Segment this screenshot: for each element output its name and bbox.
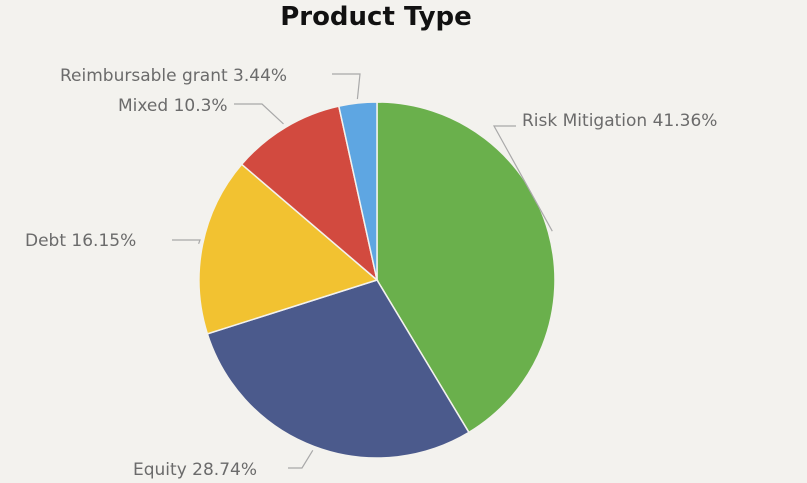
slice-label-reimbursable-grant: Reimbursable grant 3.44% — [60, 66, 287, 86]
slice-label-equity: Equity 28.74% — [133, 460, 257, 480]
leader-line — [288, 449, 314, 469]
pie-labels: Risk Mitigation 41.36% Equity 28.74% Debt … — [25, 66, 717, 480]
slice-label-risk-mitigation: Risk Mitigation 41.36% — [522, 111, 717, 131]
pie-slice-mixed[interactable] — [240, 105, 379, 283]
leader-line — [332, 73, 361, 100]
pie-slice-debt[interactable] — [198, 163, 379, 335]
chart-title: Product Type — [280, 2, 472, 32]
leader-line — [172, 239, 201, 245]
slice-label-mixed: Mixed 10.3% — [118, 96, 228, 116]
leader-line — [234, 103, 284, 125]
pie-slice-reimbursable-grant[interactable] — [337, 101, 378, 281]
pie-slice-equity[interactable] — [206, 279, 470, 459]
slice-label-debt: Debt 16.15% — [25, 231, 136, 251]
pie-slices — [198, 101, 556, 459]
leader-line — [492, 125, 553, 232]
pie-slice-risk-mitigation[interactable] — [376, 101, 556, 434]
